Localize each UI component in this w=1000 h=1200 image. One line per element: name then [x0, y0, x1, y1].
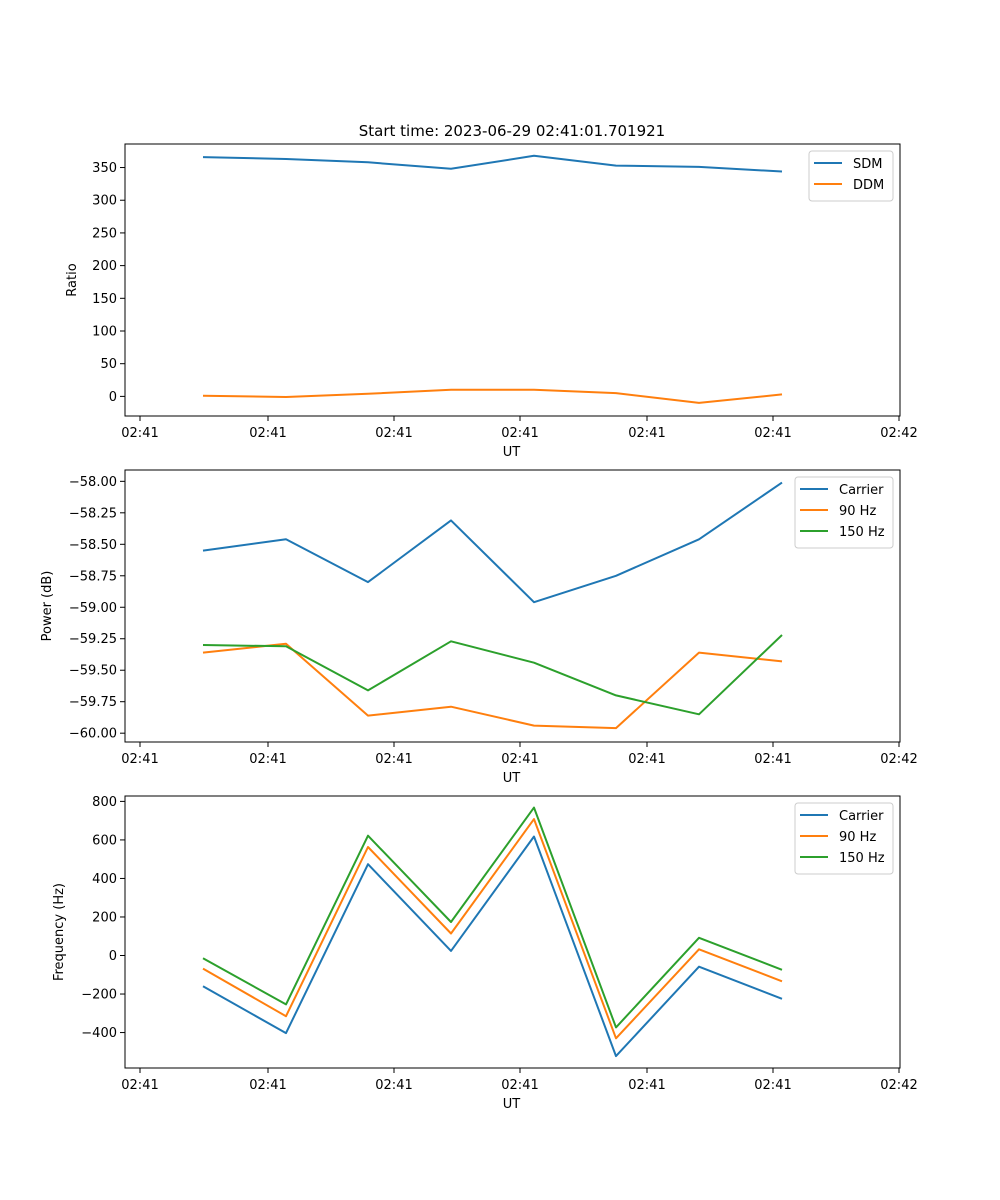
y-tick-label: 0 [109, 949, 117, 964]
legend-entry: Carrier [839, 809, 884, 824]
y-tick-label: −58.00 [69, 475, 117, 490]
legend-entry: 150 Hz [839, 851, 885, 866]
legend: Carrier 90 Hz 150 Hz [794, 802, 894, 875]
y-tick-label: −400 [81, 1026, 117, 1041]
legend-entry: SDM [853, 157, 882, 172]
y-tick-label: 300 [92, 194, 117, 209]
subplot-3: 02:41 02:41 02:41 02:41 02:41 02:41 02:42 UT −40… [52, 795, 918, 1112]
y-tick-label: −59.00 [69, 601, 117, 616]
x-tick-label: 02:41 [121, 426, 158, 441]
figure-title: Start time: 2023-06-29 02:41:01.701921 [359, 122, 665, 140]
series-line-carrier [202, 835, 783, 1058]
x-tick-label: 02:41 [754, 426, 791, 441]
y-tick-label: 250 [92, 226, 117, 241]
x-axis-label: UT [503, 1097, 521, 1112]
series-line-90-hz [202, 642, 783, 730]
subplot-1: 02:41 02:41 02:41 02:41 02:41 02:41 02:42 UT 0 50… [65, 143, 918, 460]
x-tick-label: 02:41 [249, 752, 286, 767]
legend-entry: DDM [853, 178, 884, 193]
plots-container: 02:41 02:41 02:41 02:41 02:41 02:41 02:42 UT 0 50… [40, 143, 918, 1112]
x-tick-label: 02:41 [249, 1078, 286, 1093]
series-line-150-hz [202, 806, 783, 1029]
subplot-2: 02:41 02:41 02:41 02:41 02:41 02:41 02:42 UT −60… [40, 469, 918, 786]
y-axis-label: Ratio [65, 263, 80, 296]
x-tick-label: 02:41 [121, 1078, 158, 1093]
x-tick-label: 02:42 [880, 426, 917, 441]
legend-entry: 90 Hz [839, 504, 876, 519]
x-tick-label: 02:41 [375, 426, 412, 441]
x-tick-label: 02:41 [249, 426, 286, 441]
x-tick-label: 02:41 [375, 752, 412, 767]
legend-entry: 90 Hz [839, 830, 876, 845]
legend-entry: 150 Hz [839, 525, 885, 540]
y-tick-label: −200 [81, 988, 117, 1003]
y-axis-label: Frequency (Hz) [52, 883, 67, 981]
x-axis-label: UT [503, 445, 521, 460]
y-tick-label: −58.25 [69, 506, 117, 521]
y-tick-label: −59.50 [69, 664, 117, 679]
y-tick-label: 350 [92, 161, 117, 176]
y-tick-label: −58.75 [69, 569, 117, 584]
y-tick-label: 150 [92, 292, 117, 307]
x-tick-label: 02:42 [880, 1078, 917, 1093]
axes-frame [124, 795, 901, 1069]
x-tick-label: 02:41 [501, 426, 538, 441]
y-tick-label: 600 [92, 833, 117, 848]
y-tick-label: −60.00 [69, 727, 117, 742]
y-tick-label: 200 [92, 910, 117, 925]
x-tick-label: 02:41 [628, 426, 665, 441]
series-line-sdm [202, 154, 783, 173]
legend: SDM DDM [808, 150, 894, 202]
legend: Carrier 90 Hz 150 Hz [794, 476, 894, 549]
y-tick-label: 400 [92, 872, 117, 887]
axes-frame [124, 469, 901, 743]
y-tick-label: 200 [92, 259, 117, 274]
y-tick-label: −59.25 [69, 632, 117, 647]
x-tick-label: 02:41 [375, 1078, 412, 1093]
axes-frame [124, 143, 901, 417]
x-tick-label: 02:41 [501, 752, 538, 767]
x-tick-label: 02:41 [501, 1078, 538, 1093]
x-axis-label: UT [503, 771, 521, 786]
y-tick-label: −58.50 [69, 538, 117, 553]
x-tick-label: 02:41 [628, 1078, 665, 1093]
y-tick-label: 800 [92, 795, 117, 810]
series-line-150-hz [202, 634, 783, 716]
x-tick-label: 02:41 [754, 752, 791, 767]
y-tick-label: 0 [109, 390, 117, 405]
x-tick-label: 02:41 [628, 752, 665, 767]
y-tick-label: −59.75 [69, 695, 117, 710]
y-tick-label: 100 [92, 325, 117, 340]
x-tick-label: 02:41 [754, 1078, 791, 1093]
legend-entry: Carrier [839, 483, 884, 498]
y-tick-label: 50 [100, 357, 117, 372]
series-line-ddm [202, 388, 783, 404]
x-tick-label: 02:41 [121, 752, 158, 767]
y-axis-label: Power (dB) [40, 571, 55, 642]
series-line-90-hz [202, 818, 783, 1040]
series-line-carrier [202, 481, 783, 604]
x-tick-label: 02:42 [880, 752, 917, 767]
